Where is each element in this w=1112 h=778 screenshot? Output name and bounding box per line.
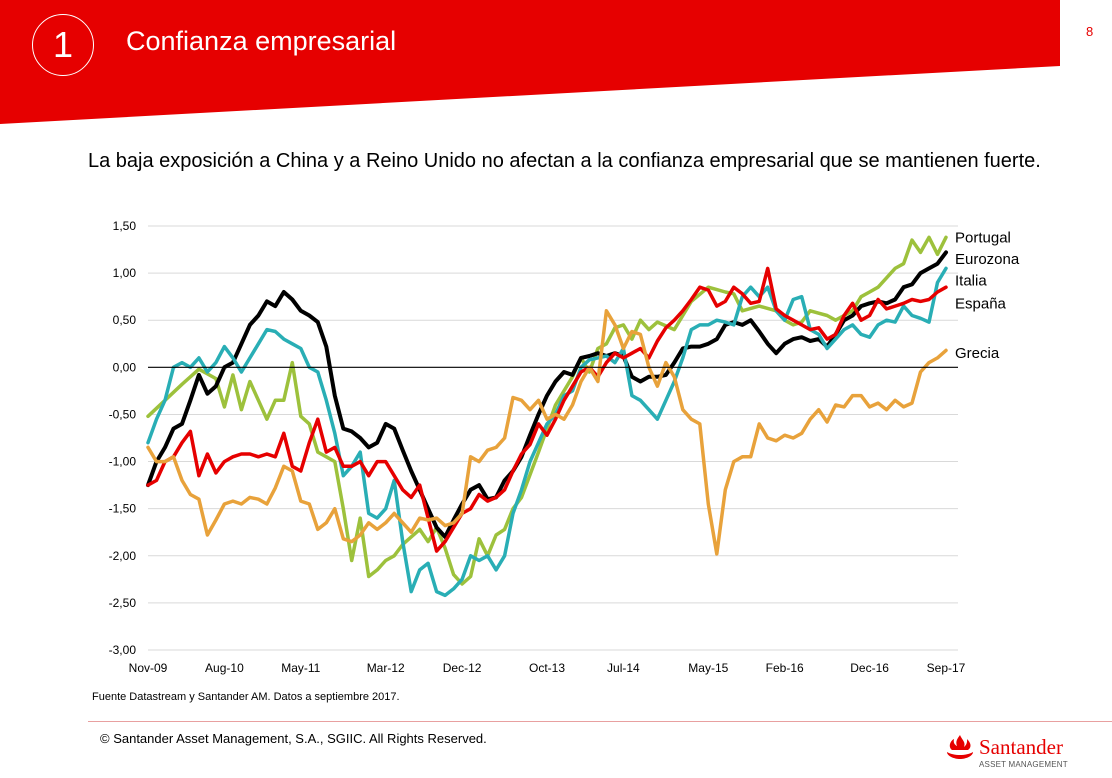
header-banner — [0, 0, 1060, 124]
flame-icon — [947, 735, 973, 759]
y-tick-label: -1,00 — [109, 455, 137, 469]
y-tick-label: 0,00 — [113, 360, 137, 374]
y-tick-label: -3,00 — [109, 643, 137, 657]
x-tick-label: Dec-16 — [850, 661, 889, 675]
copyright: © Santander Asset Management, S.A., SGII… — [100, 731, 487, 746]
x-tick-label: May-15 — [688, 661, 728, 675]
source-note: Fuente Datastream y Santander AM. Datos … — [92, 691, 400, 703]
y-tick-label: 0,50 — [113, 313, 137, 327]
x-tick-label: Nov-09 — [129, 661, 168, 675]
y-tick-label: -0,50 — [109, 407, 137, 421]
y-tick-label: 1,00 — [113, 266, 137, 280]
x-tick-label: Dec-12 — [443, 661, 482, 675]
section-number-badge: 1 — [32, 14, 94, 76]
subtitle: La baja exposición a China y a Reino Uni… — [88, 150, 1041, 172]
page-title: Confianza empresarial — [126, 26, 397, 56]
series-line-españa — [146, 266, 948, 553]
series-line-grecia — [146, 309, 948, 556]
y-tick-label: -2,50 — [109, 596, 137, 610]
legend-label: Grecia — [955, 345, 1000, 362]
footer-divider — [88, 721, 1112, 722]
x-tick-label: Sep-17 — [927, 661, 966, 675]
series-line-eurozona — [146, 250, 948, 539]
series-line-italia — [146, 266, 948, 598]
y-tick-label: -1,50 — [109, 502, 137, 516]
y-tick-label: -2,00 — [109, 549, 137, 563]
logo-name: Santander — [979, 735, 1063, 759]
legend-label: Italia — [955, 273, 987, 290]
legend-label: Eurozona — [955, 251, 1020, 268]
x-tick-label: Jul-14 — [607, 661, 640, 675]
x-tick-label: Oct-13 — [529, 661, 565, 675]
section-number: 1 — [52, 24, 74, 65]
y-tick-label: 1,50 — [113, 219, 137, 233]
x-tick-label: May-11 — [281, 661, 320, 675]
legend-label: Portugal — [955, 229, 1011, 246]
x-tick-label: Aug-10 — [205, 661, 244, 675]
logo-sub: ASSET MANAGEMENT — [979, 760, 1068, 769]
x-tick-label: Mar-12 — [367, 661, 405, 675]
series-line-portugal — [146, 235, 948, 586]
santander-logo: Santander ASSET MANAGEMENT — [946, 733, 1076, 773]
page-number: 8 — [1086, 24, 1094, 39]
line-chart: 1,50 1,00 0,50 0,00 -0,50 -1,00 -1,50 -2,00 -2,5… — [109, 219, 1020, 675]
legend-label: España — [955, 295, 1007, 312]
x-tick-label: Feb-16 — [766, 661, 804, 675]
